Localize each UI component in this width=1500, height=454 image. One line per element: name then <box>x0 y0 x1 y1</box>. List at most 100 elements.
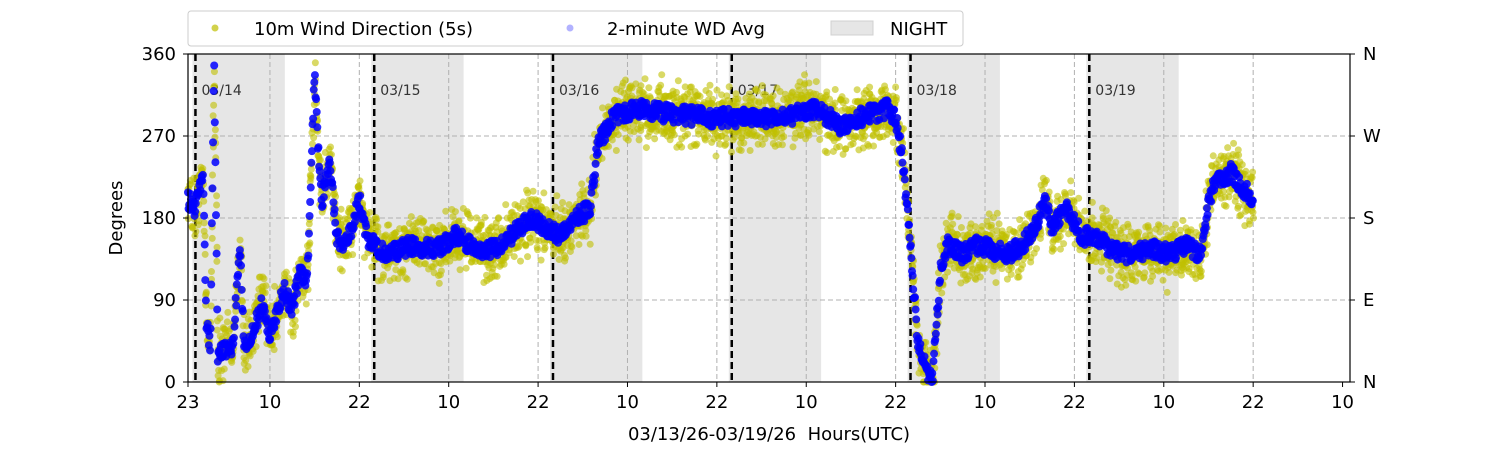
wind-direction-5s-point <box>1164 289 1171 296</box>
wind-direction-5s-point <box>385 221 392 228</box>
wind-direction-5s-point <box>866 84 873 91</box>
wd-avg-point <box>310 78 318 86</box>
wind-direction-5s-point <box>790 143 797 150</box>
wd-avg-point <box>199 171 207 179</box>
wind-direction-5s-point <box>675 77 682 84</box>
wind-direction-5s-point <box>1162 225 1169 232</box>
wind-direction-5s-point <box>481 214 488 221</box>
wd-avg-point <box>331 219 339 227</box>
wind-direction-5s-point <box>1081 208 1088 215</box>
wind-direction-5s-point <box>456 217 463 224</box>
wind-direction-5s-point <box>861 132 868 139</box>
wind-direction-5s-point <box>816 128 823 135</box>
wd-avg-point <box>901 175 909 183</box>
wd-avg-point <box>921 353 929 361</box>
wd-avg-point <box>200 212 208 220</box>
wd-avg-point <box>205 332 213 340</box>
wind-direction-5s-point <box>202 232 209 239</box>
wind-direction-5s-point <box>658 71 665 78</box>
wd-avg-point <box>936 277 944 285</box>
wind-direction-5s-point <box>568 244 575 251</box>
wd-avg-point <box>211 158 219 166</box>
wind-direction-5s-point <box>502 201 509 208</box>
wind-direction-5s-point <box>740 140 747 147</box>
wind-direction-5s-point <box>436 280 443 287</box>
wind-direction-5s-point <box>399 266 406 273</box>
wind-direction-5s-point <box>706 82 713 89</box>
wind-direction-5s-point <box>994 210 1001 217</box>
wd-avg-point <box>239 307 247 315</box>
wind-direction-5s-point <box>380 274 387 281</box>
wd-avg-point <box>237 262 245 270</box>
wd-avg-point <box>356 192 364 200</box>
wind-direction-5s-point <box>824 149 831 156</box>
wind-direction-5s-point <box>1249 169 1256 176</box>
wind-direction-5s-point <box>442 208 449 215</box>
wd-avg-point <box>310 86 318 94</box>
wind-direction-5s-point <box>1098 268 1105 275</box>
wd-avg-point <box>202 297 210 305</box>
wind-direction-5s-point <box>271 346 278 353</box>
wind-direction-5s-point <box>738 147 745 154</box>
wind-direction-5s-point <box>892 84 899 91</box>
wd-avg-point <box>211 118 219 126</box>
wind-direction-5s-point <box>697 93 704 100</box>
wind-direction-5s-point <box>854 86 861 93</box>
wd-avg-point <box>304 252 312 260</box>
wind-direction-5s-point <box>452 208 459 215</box>
wd-avg-point <box>210 62 218 70</box>
wind-direction-5s-point <box>587 241 594 248</box>
wind-direction-5s-point <box>317 157 324 164</box>
wind-direction-5s-point <box>651 135 658 142</box>
wind-direction-5s-point <box>210 102 217 109</box>
wd-avg-point <box>909 272 917 280</box>
wind-direction-5s-point <box>534 246 541 253</box>
wind-direction-5s-point <box>1178 272 1185 279</box>
wd-avg-point <box>916 340 924 348</box>
wind-direction-5s-point <box>559 199 566 206</box>
wind-direction-5s-point <box>1067 177 1074 184</box>
wind-direction-5s-point <box>728 149 735 156</box>
wd-avg-point <box>898 144 906 152</box>
wind-direction-5s-point <box>1141 269 1148 276</box>
wind-direction-5s-point <box>524 253 531 260</box>
wind-direction-5s-point <box>553 192 560 199</box>
wind-direction-5s-point <box>209 171 216 178</box>
wind-direction-5s-point <box>307 173 314 180</box>
wd-avg-point <box>587 202 595 210</box>
wd-avg-point <box>928 369 936 377</box>
wind-direction-5s-point <box>1016 274 1023 281</box>
wind-direction-5s-point <box>501 261 508 268</box>
wind-direction-5s-point <box>1016 216 1023 223</box>
wind-direction-5s-point <box>1223 203 1230 210</box>
wind-direction-5s-point <box>801 71 808 78</box>
wind-direction-5s-point <box>709 96 716 103</box>
wind-direction-5s-point <box>1033 245 1040 252</box>
wind-direction-5s-point <box>1008 271 1015 278</box>
wind-direction-5s-point <box>1106 275 1113 282</box>
wd-avg-point <box>929 357 937 365</box>
wd-avg-point <box>458 228 466 236</box>
wd-avg-point <box>311 71 319 79</box>
wind-direction-5s-point <box>209 235 216 242</box>
wind-direction-5s-point <box>693 141 700 148</box>
wind-direction-5s-point <box>870 142 877 149</box>
wd-avg-point <box>228 351 236 359</box>
wd-avg-point <box>326 159 334 167</box>
wind-direction-5s-point <box>575 241 582 248</box>
wd-avg-point <box>281 279 289 287</box>
wind-direction-5s-point <box>202 251 209 258</box>
wind-direction-5s-point <box>373 216 380 223</box>
wind-direction-5s-point <box>374 223 381 230</box>
wind-direction-5s-point <box>212 126 219 133</box>
wd-avg-point <box>586 210 594 218</box>
wind-direction-5s-point <box>938 289 945 296</box>
wind-direction-5s-point <box>408 213 415 220</box>
wind-direction-5s-point <box>210 112 217 119</box>
wd-avg-point <box>303 269 311 277</box>
wd-avg-point <box>313 123 321 131</box>
wind-direction-5s-point <box>219 377 226 384</box>
date-marker-label: 03/16 <box>559 83 599 99</box>
wind-direction-5s-point <box>723 135 730 142</box>
wind-direction-5s-point <box>958 224 965 231</box>
